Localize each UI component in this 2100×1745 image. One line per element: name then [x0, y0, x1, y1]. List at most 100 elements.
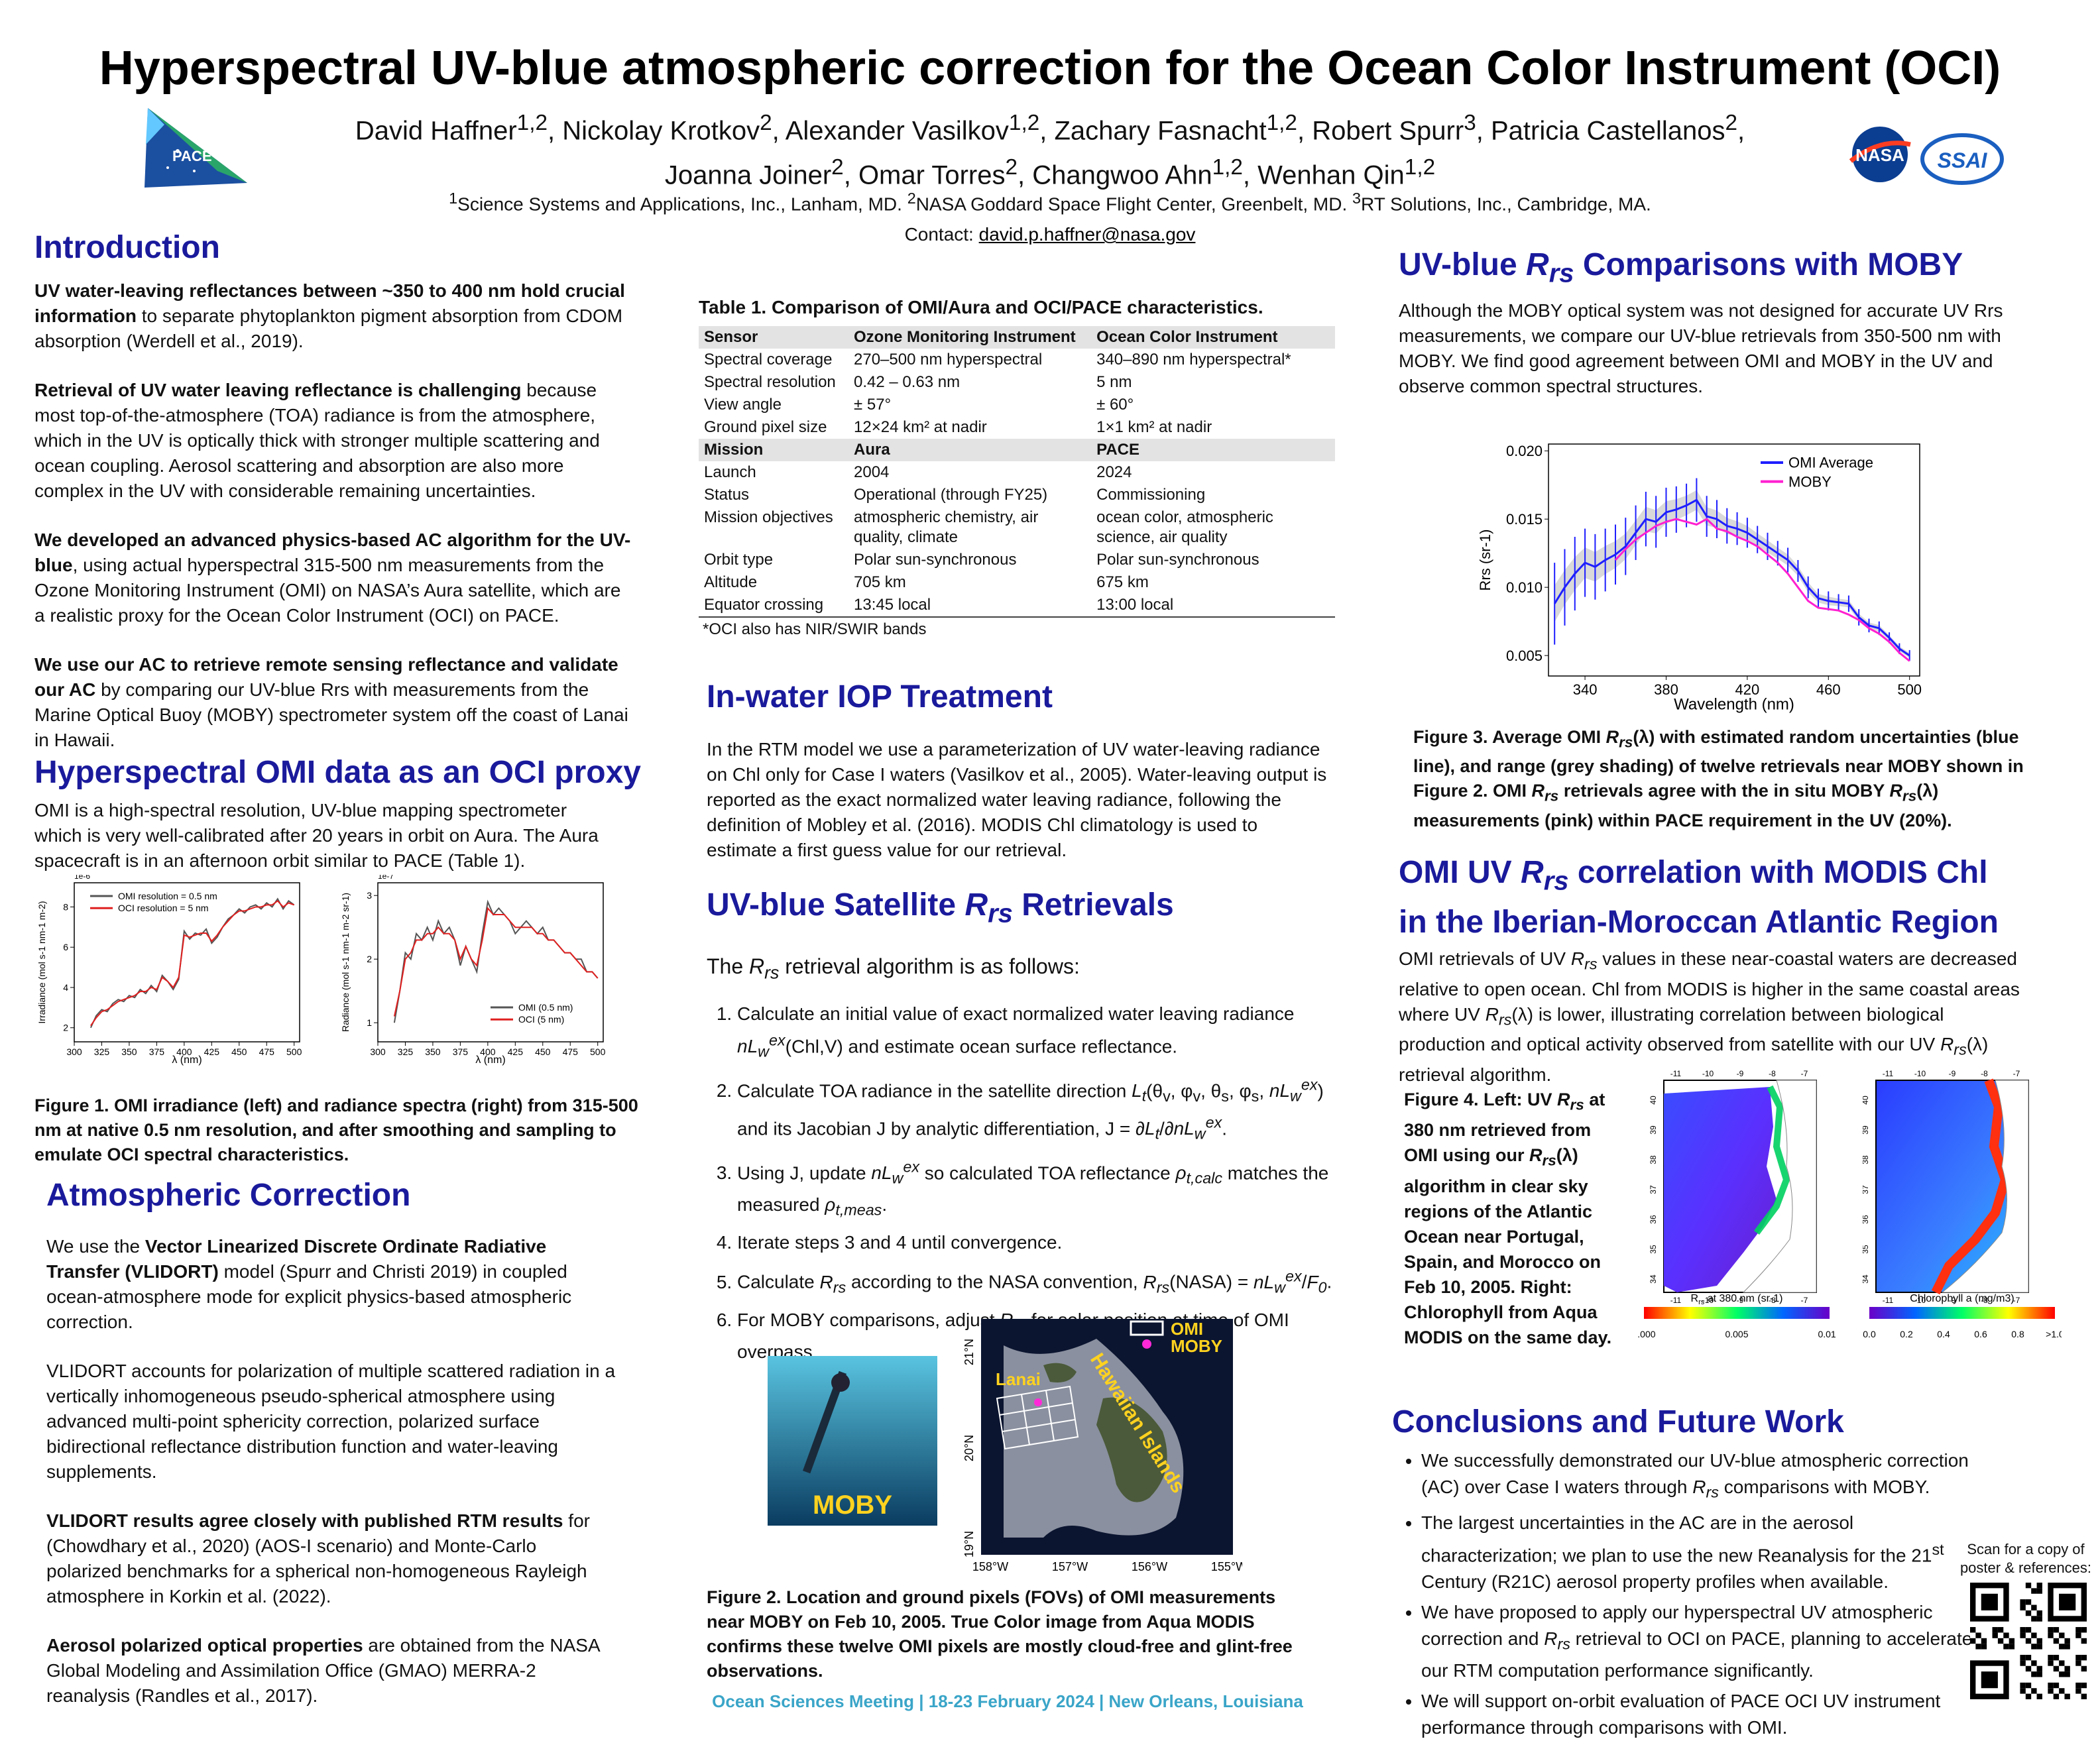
- map-latitude-tick: 39: [1863, 1125, 1870, 1135]
- table-cell: ocean color, atmospheric science, air qu…: [1096, 508, 1273, 546]
- legend-entry: OCI (5 nm): [518, 1014, 564, 1025]
- ssai-logo-text: SSAI: [1938, 148, 1988, 172]
- map-longitude-tick: 158°W: [972, 1560, 1008, 1573]
- qr-module: [1992, 1627, 1998, 1633]
- ac-paragraph: We use the Vector Linearized Discrete Or…: [46, 1236, 572, 1332]
- atmospheric-correction-heading: Atmospheric Correction: [46, 1178, 411, 1213]
- qr-module: [2036, 1693, 2042, 1699]
- affiliations: 1Science Systems and Applications, Inc.,…: [265, 183, 1835, 250]
- conclusions-list: We successfully demonstrated our UV-blue…: [1392, 1447, 1985, 1745]
- contact-email-link[interactable]: david.p.haffner@nasa.gov: [978, 224, 1196, 245]
- retrieval-step: Calculate Rrs according to the NASA conv…: [737, 1263, 1347, 1300]
- table-cell: View angle: [704, 396, 782, 414]
- qr-module: [2036, 1671, 2042, 1677]
- qr-module: [2025, 1665, 2032, 1672]
- map-longitude-tick: -11: [1883, 1296, 1894, 1305]
- retrieval-steps-list: Calculate an initial value of exact norm…: [707, 1001, 1347, 1372]
- map-latitude-tick: 35: [1649, 1245, 1658, 1254]
- table-row: Mission objectives atmospheric chemistry,…: [699, 506, 1335, 549]
- table-row: Launch 2004 2024: [699, 461, 1335, 484]
- qr-module: [2020, 1682, 2026, 1689]
- x-tick-label: 425: [204, 1046, 220, 1057]
- qr-module: [2020, 1604, 2026, 1610]
- map-label-omi: OMI: [1171, 1319, 1203, 1339]
- table-cell: 675 km: [1096, 573, 1149, 591]
- qr-module: [2025, 1654, 2032, 1661]
- moby-heading: UV-blue Rrs Comparisons with MOBY: [1399, 247, 1963, 288]
- x-tick-label: 500: [286, 1046, 302, 1057]
- range-shading: [1554, 490, 1910, 658]
- figure-2-caption: Figure 2. Location and ground pixels (FO…: [707, 1587, 1293, 1681]
- affiliation-line: 1Science Systems and Applications, Inc.,…: [449, 190, 1651, 215]
- x-tick-label: 420: [1735, 681, 1760, 698]
- map-latitude-tick: 39: [1649, 1125, 1658, 1135]
- x-tick-label: 300: [370, 1046, 386, 1057]
- y-axis-label: Rrs (sr-1): [1477, 530, 1493, 591]
- qr-code[interactable]: [1970, 1583, 2087, 1699]
- figure-4-caption: Figure 4. Left: UV Rrs at 380 nm retriev…: [1404, 1090, 1612, 1347]
- colorbar-label: Chlorophyll a (mg/m3): [1910, 1293, 2014, 1304]
- map-longitude-tick: -10: [1702, 1069, 1714, 1078]
- series-line: [1614, 518, 1910, 662]
- legend-entry: OMI (0.5 nm): [518, 1002, 573, 1013]
- map-latitude-tick: 40: [1863, 1096, 1870, 1105]
- table-cell: 13:00 local: [1091, 594, 1335, 618]
- qr-module: [2075, 1682, 2081, 1689]
- qr-label: Scan for a copy of poster & references:: [1959, 1541, 2092, 1576]
- map-longitude-tick: -9: [1737, 1296, 1744, 1305]
- map-longitude-tick: -8: [1769, 1296, 1776, 1305]
- colorbar-tick: >1.0: [2046, 1329, 2062, 1339]
- x-tick-label: 475: [259, 1046, 275, 1057]
- map-longitude-tick: -7: [1801, 1296, 1808, 1305]
- qr-module: [1975, 1632, 1981, 1638]
- table-cell: Spectral coverage: [704, 351, 833, 368]
- table-cell: ± 60°: [1096, 396, 1134, 414]
- qr-module: [2009, 1638, 2015, 1644]
- qr-finder: [1981, 1593, 1998, 1610]
- retrievals-intro: The Rrs retrieval algorithm is as follow…: [707, 954, 1080, 983]
- map-latitude-tick: 35: [1863, 1245, 1870, 1254]
- table-cell: Mission: [699, 439, 849, 461]
- map-longitude-tick: -9: [1737, 1069, 1744, 1078]
- qr-module: [2075, 1660, 2081, 1666]
- intro-paragraph: We use our AC to retrieve remote sensing…: [34, 654, 628, 750]
- table-1-note: *OCI also has NIR/SWIR bands: [703, 620, 927, 638]
- x-tick-label: 325: [94, 1046, 110, 1057]
- omi-proxy-text: OMI is a high-spectral resolution, UV-bl…: [34, 800, 599, 871]
- x-tick-label: 325: [398, 1046, 414, 1057]
- table-cell: Launch: [704, 463, 756, 481]
- qr-module: [2025, 1599, 2032, 1605]
- qr-module: [2059, 1671, 2065, 1677]
- ac-paragraph: VLIDORT accounts for polarization of mul…: [46, 1361, 616, 1482]
- legend-entry: MOBY: [1788, 473, 1832, 490]
- table-cell: atmospheric chemistry, air quality, clim…: [854, 508, 1039, 546]
- y-tick-label: 1: [367, 1017, 372, 1028]
- map-longitude-tick: -11: [1670, 1296, 1682, 1305]
- table-row: Orbit type Polar sun-synchronous Polar sun…: [699, 549, 1335, 571]
- colorbar-tick: 0.010: [1818, 1329, 1836, 1339]
- colorbar-tick: 0.8: [2011, 1329, 2024, 1339]
- map-longitude-tick: -8: [1981, 1069, 1988, 1078]
- map-longitude-tick: -7: [2013, 1296, 2020, 1305]
- qr-module: [2064, 1638, 2070, 1644]
- y-tick-label: 4: [63, 982, 68, 993]
- colorbar-tick: 0.000: [1637, 1329, 1656, 1339]
- table-cell: Ozone Monitoring Instrument: [848, 326, 1092, 349]
- table-cell: Equator crossing: [699, 594, 849, 618]
- y-axis-label: Radiance (mol s-1 nm-1 m-2 sr-1): [340, 893, 351, 1032]
- qr-module: [1970, 1638, 1976, 1644]
- figure-2-hawaii-map: OMI MOBY Lanai Hawaiian Islands 158°W 157…: [964, 1319, 1242, 1573]
- table-row: Altitude 705 km 675 km: [699, 571, 1335, 594]
- pace-logo-text: PACE: [172, 148, 212, 164]
- y-tick-label: 0.020: [1506, 443, 1543, 459]
- x-tick-label: 500: [590, 1046, 606, 1057]
- qr-module: [2081, 1638, 2087, 1644]
- qr-module: [2048, 1660, 2054, 1666]
- qr-module: [2020, 1660, 2026, 1666]
- map-longitude-tick: -7: [1801, 1069, 1808, 1078]
- qr-module: [2048, 1688, 2054, 1694]
- map-longitude-tick: 157°W: [1052, 1560, 1088, 1573]
- conclusions-heading: Conclusions and Future Work: [1392, 1404, 1844, 1439]
- retrievals-heading: UV-blue Satellite Rrs Retrievals: [707, 887, 1174, 929]
- qr-module: [2020, 1654, 2026, 1661]
